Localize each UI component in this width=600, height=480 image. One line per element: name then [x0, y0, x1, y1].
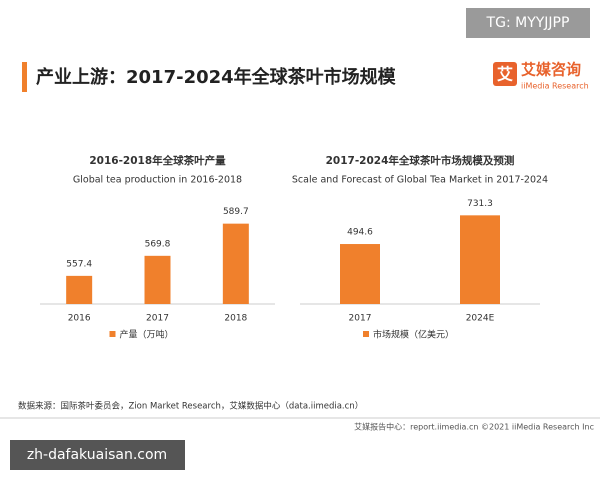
legend-swatch — [109, 331, 116, 337]
chart-title: 2017-2024年全球茶叶市场规模及预测 — [326, 154, 515, 167]
x-tick-label: 2018 — [224, 314, 247, 324]
logo-sub: iiMedia Research — [521, 82, 589, 91]
chart-title: 2016-2018年全球茶叶产量 — [89, 154, 226, 167]
watermark-box — [466, 8, 590, 38]
logo-icon — [493, 62, 517, 86]
footer: 艾媒报告中心：report.iimedia.cn ©2021 iiMedia R… — [354, 422, 594, 432]
value-label: 557.4 — [66, 259, 92, 269]
chart-subtitle: Scale and Forecast of Global Tea Market … — [292, 175, 548, 186]
value-label: 731.3 — [467, 199, 493, 209]
bar — [144, 255, 171, 304]
watermark: zh-dafakuaisan.com — [27, 447, 167, 463]
logo-icon-text: 艾 — [497, 65, 513, 84]
value-label: 494.6 — [347, 228, 373, 238]
value-label: 569.8 — [145, 239, 171, 249]
x-tick-label: 2017 — [349, 314, 372, 324]
legend-label: 市场规模（亿美元） — [373, 329, 454, 341]
bar — [340, 244, 380, 304]
bar — [222, 223, 249, 304]
page-title: 产业上游：2017-2024年全球茶叶市场规模 — [36, 66, 397, 88]
bar — [66, 275, 93, 304]
watermark: TG: MYYJJPP — [486, 15, 570, 31]
logo-name: 艾媒咨询 — [521, 61, 581, 79]
legend-swatch — [363, 331, 369, 337]
legend-label: 产量（万吨） — [120, 329, 174, 341]
watermark-box — [10, 440, 185, 470]
x-tick-label: 2017 — [146, 314, 169, 324]
title-bar — [22, 62, 27, 92]
value-label: 589.7 — [223, 207, 249, 217]
chart-subtitle: Global tea production in 2016-2018 — [73, 175, 242, 186]
x-tick-label: 2024E — [466, 314, 495, 324]
x-tick-label: 2016 — [68, 314, 91, 324]
bar — [460, 215, 500, 304]
source: 数据来源：国际茶叶委员会，Zion Market Research，艾媒数据中心… — [18, 401, 363, 412]
